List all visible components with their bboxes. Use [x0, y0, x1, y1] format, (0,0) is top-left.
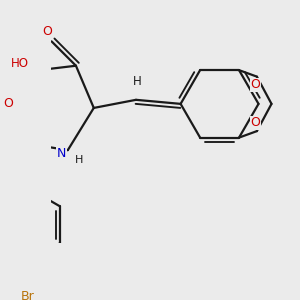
- Text: O: O: [250, 116, 260, 130]
- Text: O: O: [250, 78, 260, 91]
- Text: O: O: [43, 25, 52, 38]
- Text: HO: HO: [11, 57, 29, 70]
- Text: N: N: [57, 147, 66, 160]
- Text: O: O: [3, 97, 13, 110]
- Text: H: H: [133, 76, 142, 88]
- Text: H: H: [75, 155, 83, 165]
- Text: Br: Br: [20, 290, 34, 300]
